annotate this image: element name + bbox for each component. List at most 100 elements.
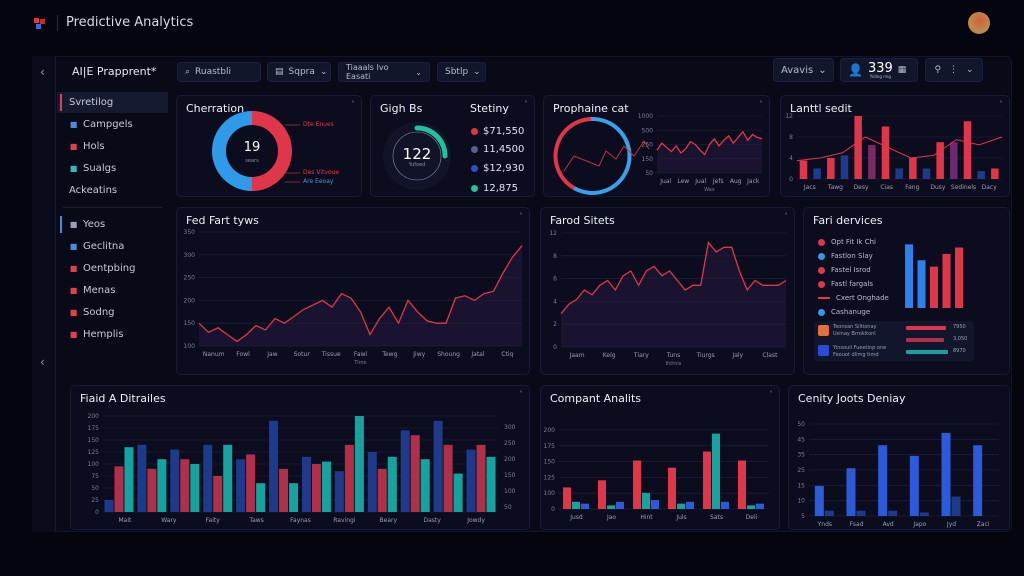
panel-menu-icon[interactable]: ˄ bbox=[769, 390, 773, 399]
bar bbox=[213, 476, 223, 512]
legend-dot bbox=[471, 145, 478, 153]
x-axis-label: Wax bbox=[704, 187, 715, 193]
gauge-chart bbox=[383, 122, 451, 190]
y-tick-label: 125 bbox=[544, 474, 556, 481]
legend-label: Cxert Onghade bbox=[836, 294, 889, 302]
legend-value: $12,930 bbox=[483, 163, 525, 174]
filter-dropdown-3[interactable]: Sbtlp ⌄ bbox=[437, 62, 486, 82]
bar bbox=[157, 459, 167, 512]
panel-cenity: Cenity Joots Deniay 5 10 15 25 35 45 50 Ynds Fsa… bbox=[788, 385, 1010, 530]
x-tick-label: Japo bbox=[912, 521, 926, 528]
legend-value: 11,4500 bbox=[483, 143, 525, 155]
y-tick-label: 175 bbox=[544, 443, 556, 450]
sidebar-item-campgels[interactable]: ■ Campgels bbox=[57, 114, 168, 135]
tag-icon: ■ bbox=[69, 142, 78, 151]
sidebar-item-ackeatins[interactable]: Ackeatins bbox=[57, 180, 168, 201]
x-tick-label: Wary bbox=[161, 517, 177, 524]
x-tick-label: Tuns bbox=[666, 352, 681, 359]
x-tick-label: Sotur bbox=[294, 351, 311, 358]
bar bbox=[868, 144, 876, 179]
bar bbox=[572, 501, 580, 509]
users-widget[interactable]: 👤 339 Yiding ring ▦ bbox=[840, 58, 918, 82]
expand-chevron-icon[interactable]: ‹ bbox=[40, 355, 45, 369]
panel-gauge: Gigh Bs Stetiny ˄ 122 Yufoed $71,550 11,45… bbox=[370, 95, 535, 197]
panel-menu-icon[interactable]: ˄ bbox=[351, 100, 355, 109]
location-pin-icon[interactable]: ⚲ bbox=[934, 65, 942, 75]
sidebar-item-sodng[interactable]: ■ Sodng bbox=[57, 302, 168, 323]
y-tick-label: 200 bbox=[544, 427, 556, 434]
bar bbox=[799, 160, 808, 179]
legend-item: Cashanuge bbox=[818, 305, 889, 319]
chevron-down-icon: ⌄ bbox=[319, 67, 328, 77]
more-icon[interactable]: ⋮ bbox=[949, 65, 959, 75]
sidebar-item-label: Hemplis bbox=[83, 329, 124, 340]
panel-title: Gigh Bs bbox=[380, 102, 423, 115]
donut-label: Are Eeoay bbox=[303, 178, 334, 185]
x-tick-label: Jatal bbox=[470, 351, 484, 358]
sidebar-item-svretilog[interactable]: Svretilog bbox=[57, 92, 168, 113]
y-tick-label: 1000 bbox=[638, 113, 653, 120]
app-logo bbox=[33, 16, 47, 30]
account-dropdown[interactable]: Avavis ⌄ bbox=[773, 58, 834, 82]
legend-item: 12,875 bbox=[471, 179, 524, 197]
search-input[interactable]: ⌕ Ruastbli bbox=[177, 62, 261, 82]
panel-menu-icon[interactable]: ˄ bbox=[999, 100, 1003, 109]
bar bbox=[917, 260, 926, 308]
brand: AI|E Prapprent* bbox=[72, 65, 156, 78]
panel-title: Compant Analits bbox=[550, 392, 642, 405]
sidebar-item-hemplis[interactable]: ■ Hemplis bbox=[57, 324, 168, 345]
y-tick-label: 200 bbox=[88, 413, 100, 420]
filter-dropdown-2[interactable]: Tiaaals Ivo Easati ⌄ bbox=[338, 62, 430, 82]
panel-menu-icon[interactable]: ˄ bbox=[784, 212, 788, 221]
gauge-legend: $71,550 11,4500 $12,930 12,875 bbox=[471, 122, 524, 197]
layout-icon bbox=[818, 345, 829, 356]
info-icon bbox=[818, 280, 825, 288]
y-right-tick-label: 150 bbox=[504, 472, 516, 479]
y-right-tick-label: 250 bbox=[504, 440, 516, 447]
sidebar-item-label: Hols bbox=[83, 141, 105, 152]
sidebar-item-yeos[interactable]: ■ Yeos bbox=[57, 214, 168, 235]
bar bbox=[387, 456, 397, 512]
legend-item: Fastel Isrod bbox=[818, 263, 889, 277]
y-tick-label: 150 bbox=[184, 320, 196, 327]
users-sub: Yiding ring bbox=[869, 73, 891, 79]
panel-menu-icon[interactable]: ˄ bbox=[519, 212, 523, 221]
bar bbox=[827, 158, 835, 179]
sidebar-item-label: Svretilog bbox=[69, 97, 114, 108]
panel-menu-icon[interactable]: ˄ bbox=[524, 100, 528, 109]
users-count-block: 339 Yiding ring bbox=[868, 62, 893, 79]
bar bbox=[466, 449, 476, 512]
services-legend: Opt Fit Ik Chi Fastlon Slay Fastel Isrod Fa… bbox=[818, 235, 889, 319]
collapse-chevron-icon[interactable]: ‹ bbox=[40, 65, 45, 79]
bar bbox=[289, 483, 299, 512]
bar bbox=[950, 142, 958, 179]
bar bbox=[888, 510, 898, 516]
panel-menu-icon[interactable]: ˄ bbox=[519, 390, 523, 399]
minimize-icon[interactable]: ⌄ bbox=[965, 65, 974, 75]
globe-icon bbox=[818, 308, 825, 316]
x-tick-label: Jyd bbox=[946, 521, 956, 528]
sidebar-item-sualgs[interactable]: ■ Sualgs bbox=[57, 158, 168, 179]
y-tick-label: 4 bbox=[553, 298, 557, 305]
filter-dropdown-1[interactable]: ▤ Sqpra ⌄ bbox=[267, 62, 331, 82]
calendar-icon[interactable]: ▦ bbox=[897, 65, 907, 75]
line-area bbox=[199, 245, 522, 346]
progress-bar bbox=[906, 350, 948, 354]
actions-group: ⚲ ⋮ ⌄ bbox=[925, 58, 983, 82]
sidebar-item-oentpbing[interactable]: ■ Oentpbing bbox=[57, 258, 168, 279]
donut-label: Dte Enues bbox=[303, 121, 334, 128]
sidebar-item-hols[interactable]: ■ Hols bbox=[57, 136, 168, 157]
row-label: Yinsouil Fueetinp one bbox=[833, 345, 887, 351]
bar bbox=[930, 266, 938, 308]
x-tick-label: Jefs bbox=[712, 178, 724, 185]
panel-menu-icon[interactable]: ˄ bbox=[759, 100, 763, 109]
avatar[interactable] bbox=[968, 12, 990, 34]
sidebar-item-geclitna[interactable]: ■ Geclitna bbox=[57, 236, 168, 257]
sidebar-item-label: Sodng bbox=[83, 307, 115, 318]
sidebar-item-menas[interactable]: ■ Menas bbox=[57, 280, 168, 301]
y-tick-label: 175 bbox=[88, 425, 100, 432]
bar bbox=[881, 126, 890, 179]
y-tick-label: 2 bbox=[553, 321, 557, 328]
panel-subtitle: Stetiny bbox=[470, 102, 509, 115]
row-sub: Usinay Brrokitonl bbox=[833, 331, 876, 337]
